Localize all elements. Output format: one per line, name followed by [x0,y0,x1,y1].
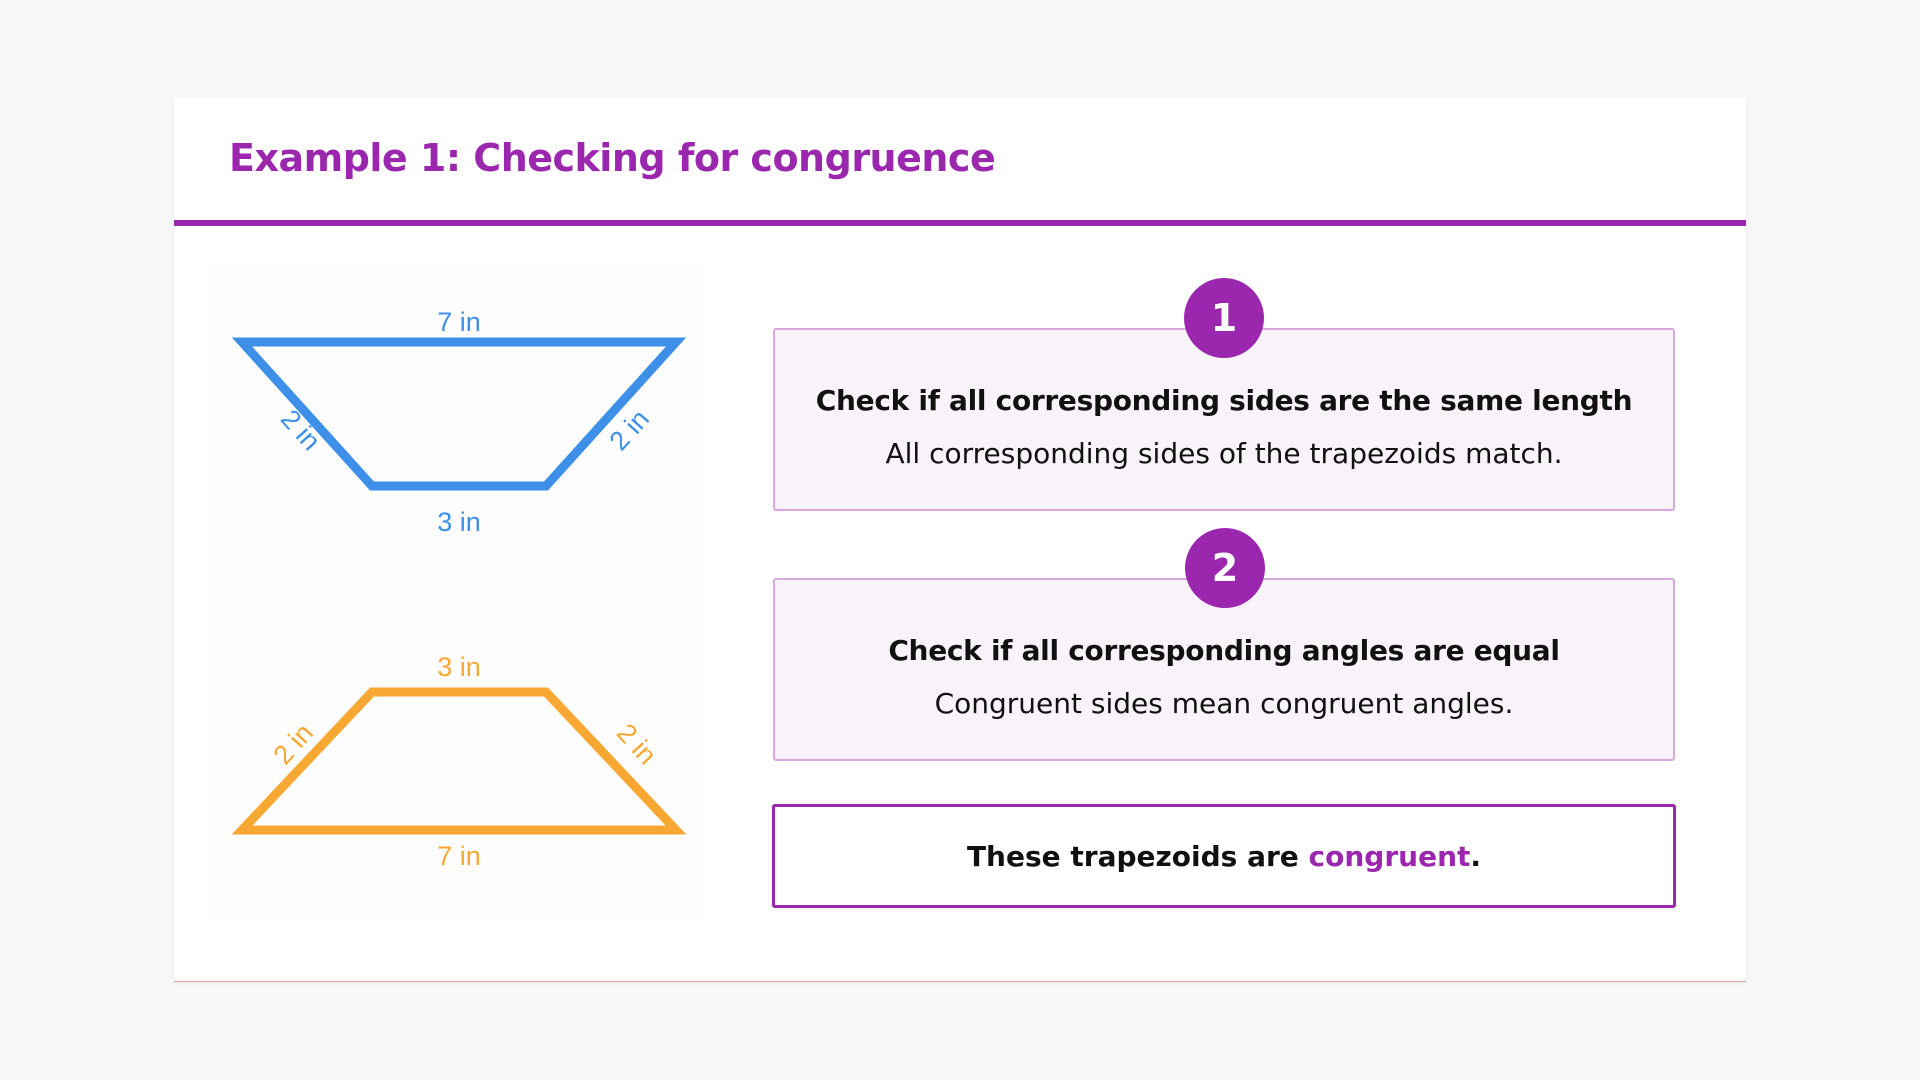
blue-trapezoid [231,337,687,491]
step-2-badge: 2 [1185,528,1265,608]
step-1-heading: Check if all corresponding sides are the… [815,384,1633,417]
orange-trapezoid [231,687,687,835]
orange-right-label: 2 in [611,718,662,770]
step-2-heading: Check if all corresponding angles are eq… [888,634,1560,667]
conclusion-box: These trapezoids are congruent. [772,804,1676,908]
conclusion-prefix: These trapezoids are [966,839,1309,873]
step-1-badge: 1 [1184,278,1264,358]
step-1-text: All corresponding sides of the trapezoid… [885,437,1563,470]
conclusion-highlight: congruent [1308,839,1471,873]
blue-top-label: 7 in [437,307,481,337]
blue-left-label: 2 in [275,404,326,456]
page-title: Example 1: Checking for congruence [229,136,996,180]
step-2-text: Congruent sides mean congruent angles. [934,687,1514,720]
trapezoid-diagram: 7 in 3 in 2 in 2 in 3 in 7 in 2 in 2 in [231,307,687,871]
conclusion-suffix: . [1470,839,1482,873]
slide-header: Example 1: Checking for congruence [174,98,1746,226]
blue-bottom-label: 3 in [437,507,481,537]
slide-card: Example 1: Checking for congruence 7 in … [174,98,1746,982]
step-2-box: Check if all corresponding angles are eq… [773,578,1675,761]
orange-top-label: 3 in [437,652,481,682]
orange-bottom-label: 7 in [437,841,481,871]
trapezoid-figure: 7 in 3 in 2 in 2 in 3 in 7 in 2 in 2 in [210,264,704,924]
